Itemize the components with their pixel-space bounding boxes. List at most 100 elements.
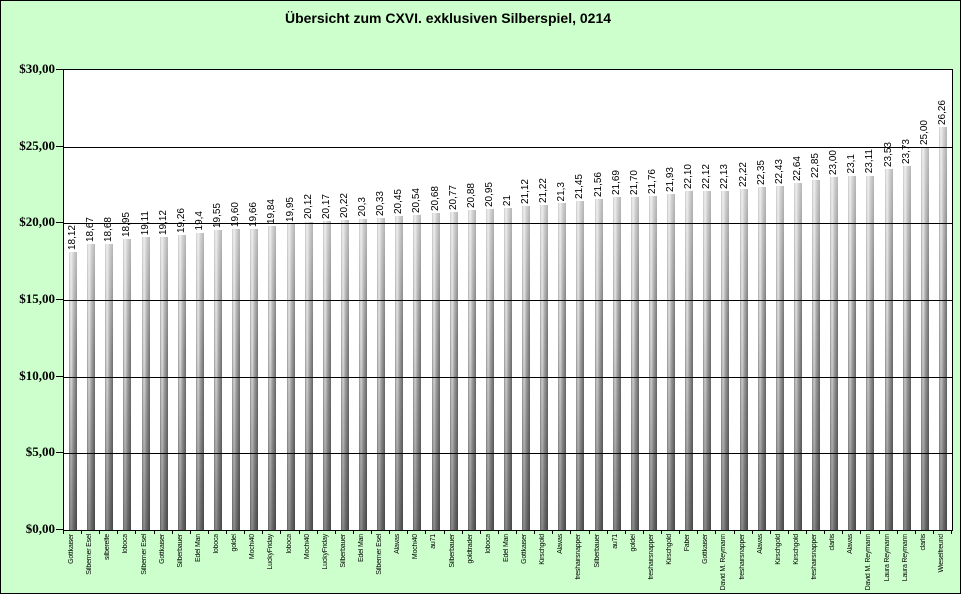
category-label: Laura Reymann	[883, 534, 891, 582]
bar	[630, 197, 639, 530]
category-slot: au71	[425, 534, 443, 593]
bar-value-label: 19,12	[157, 209, 169, 235]
bar-value-label: 19,95	[284, 197, 296, 223]
bar-value-label: 21,22	[538, 177, 550, 203]
x-tick	[81, 530, 83, 534]
bar-value-label: 18,67	[85, 216, 97, 242]
y-tick	[56, 375, 63, 377]
bar	[395, 216, 404, 530]
bar-value-label: 26,26	[936, 100, 948, 126]
bar-value-label: 20,17	[320, 193, 332, 219]
x-tick	[842, 530, 844, 534]
x-tick	[932, 530, 934, 534]
bar-value-label: 22,64	[791, 155, 803, 181]
category-slot: Silberner Esel	[371, 534, 389, 593]
bar	[413, 215, 422, 530]
category-label: Alavas	[756, 534, 764, 554]
category-slot: Laura Reymann	[879, 534, 897, 593]
category-slot: LuckyFriday	[317, 534, 335, 593]
bar-value-label: 20,45	[393, 189, 405, 215]
bar-value-label: 18,68	[103, 216, 115, 242]
category-slot: goldtrader	[462, 534, 480, 593]
category-slot: Silberbauer	[335, 534, 353, 593]
bar-value-label: 20,33	[375, 191, 387, 217]
category-label: goldtrader	[466, 534, 474, 564]
category-label: Kirschgold	[792, 534, 800, 565]
x-tick	[806, 530, 808, 534]
bar	[757, 187, 766, 530]
bar-value-label: 21,70	[628, 170, 640, 196]
category-slot: Edel Man	[498, 534, 516, 593]
x-tick	[769, 530, 771, 534]
category-slot: Gottkaiser	[516, 534, 534, 593]
category-slot: loboca	[117, 534, 135, 593]
category-label: Gottkaiser	[68, 534, 76, 564]
category-slot: silberelfe	[99, 534, 117, 593]
category-label: Wieselfreund	[937, 534, 945, 573]
x-tick	[552, 530, 554, 534]
category-label: freshairsnapper	[811, 534, 819, 580]
category-label: au71	[430, 534, 438, 549]
y-tick	[56, 299, 63, 300]
bar-value-label: 22,12	[701, 163, 713, 189]
x-tick	[606, 530, 608, 534]
bar-value-label: 21,56	[592, 172, 604, 198]
bar-value-label: 20,3	[357, 197, 369, 217]
bar-value-label: 20,88	[465, 182, 477, 208]
x-tick	[99, 530, 101, 534]
x-tick	[389, 530, 391, 534]
bar	[69, 252, 78, 530]
x-tick	[189, 530, 191, 534]
category-label: David M. Reymann	[720, 534, 728, 591]
x-tick	[316, 530, 318, 534]
category-label: Mochi40	[303, 534, 311, 560]
x-tick	[171, 530, 173, 534]
category-slot: Gottkaiser	[697, 534, 715, 593]
category-label: clarlis	[919, 534, 927, 551]
bar	[612, 197, 621, 530]
bar	[866, 175, 875, 530]
x-tick	[425, 530, 427, 534]
bar	[123, 239, 132, 530]
bar-value-label: 22,13	[719, 163, 731, 189]
bar	[667, 193, 676, 530]
category-slot: Mochi40	[299, 534, 317, 593]
x-tick	[534, 530, 536, 534]
category-label: goldel	[629, 534, 637, 552]
y-axis-label: $30,00	[19, 61, 55, 76]
x-tick	[207, 530, 209, 534]
bar	[775, 186, 784, 530]
bar-value-label: 18,95	[121, 212, 133, 238]
bar	[214, 230, 223, 530]
bar	[594, 199, 603, 530]
category-label: Silberner Esel	[140, 534, 148, 575]
category-slot: Silberner Esel	[81, 534, 99, 593]
category-slot: Mochi40	[407, 534, 425, 593]
category-slot: Mochi40	[244, 534, 262, 593]
category-slot: Alavas	[842, 534, 860, 593]
y-axis-label: $15,00	[19, 291, 55, 306]
y-tick	[56, 69, 63, 70]
x-tick	[914, 530, 916, 534]
category-slot: David M. Reymann	[715, 534, 733, 593]
x-tick	[117, 530, 119, 534]
category-slot: freshairsnapper	[734, 534, 752, 593]
x-tick	[443, 530, 445, 534]
category-label: Silberbauer	[339, 534, 347, 568]
bar	[793, 182, 802, 530]
category-slot: Silberbauer	[589, 534, 607, 593]
bar	[848, 175, 857, 530]
bar-value-label: 22,85	[810, 152, 822, 178]
category-slot: Edel Man	[353, 534, 371, 593]
x-tick	[298, 530, 300, 534]
bar	[558, 203, 567, 530]
bar-value-label: 19,84	[266, 198, 278, 224]
x-tick	[951, 530, 952, 534]
bar	[485, 208, 494, 530]
bar-value-label: 21,69	[610, 170, 622, 196]
category-slot: David M. Reymann	[860, 534, 878, 593]
category-label: LuckyFriday	[267, 534, 275, 570]
bar	[177, 234, 186, 530]
category-slot: LuckyFriday	[262, 534, 280, 593]
